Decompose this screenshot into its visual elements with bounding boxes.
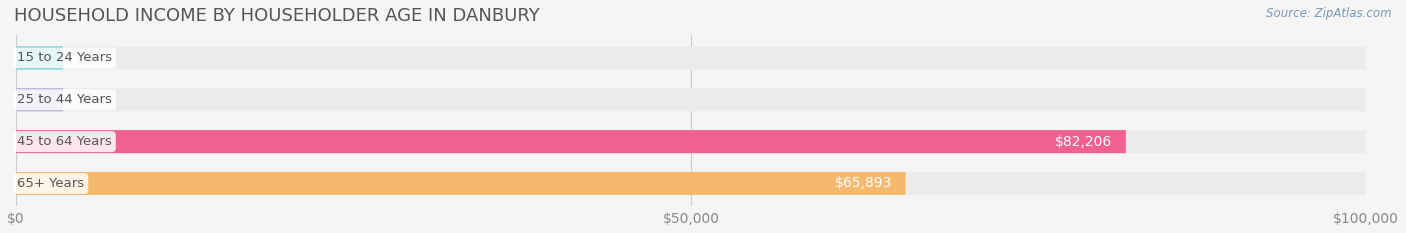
Text: 15 to 24 Years: 15 to 24 Years xyxy=(17,51,112,64)
Text: 65+ Years: 65+ Years xyxy=(17,177,84,190)
Text: $0: $0 xyxy=(76,93,94,107)
FancyBboxPatch shape xyxy=(15,172,1367,195)
FancyBboxPatch shape xyxy=(15,46,1367,69)
Text: Source: ZipAtlas.com: Source: ZipAtlas.com xyxy=(1267,7,1392,20)
FancyBboxPatch shape xyxy=(15,88,1367,111)
Text: 45 to 64 Years: 45 to 64 Years xyxy=(17,135,112,148)
FancyBboxPatch shape xyxy=(15,46,63,69)
Text: $0: $0 xyxy=(76,51,94,65)
Text: $82,206: $82,206 xyxy=(1054,135,1112,149)
Text: 25 to 44 Years: 25 to 44 Years xyxy=(17,93,112,106)
FancyBboxPatch shape xyxy=(15,172,905,195)
FancyBboxPatch shape xyxy=(15,130,1126,153)
FancyBboxPatch shape xyxy=(15,130,1367,153)
FancyBboxPatch shape xyxy=(15,88,63,111)
Text: HOUSEHOLD INCOME BY HOUSEHOLDER AGE IN DANBURY: HOUSEHOLD INCOME BY HOUSEHOLDER AGE IN D… xyxy=(14,7,540,25)
Text: $65,893: $65,893 xyxy=(835,176,891,191)
